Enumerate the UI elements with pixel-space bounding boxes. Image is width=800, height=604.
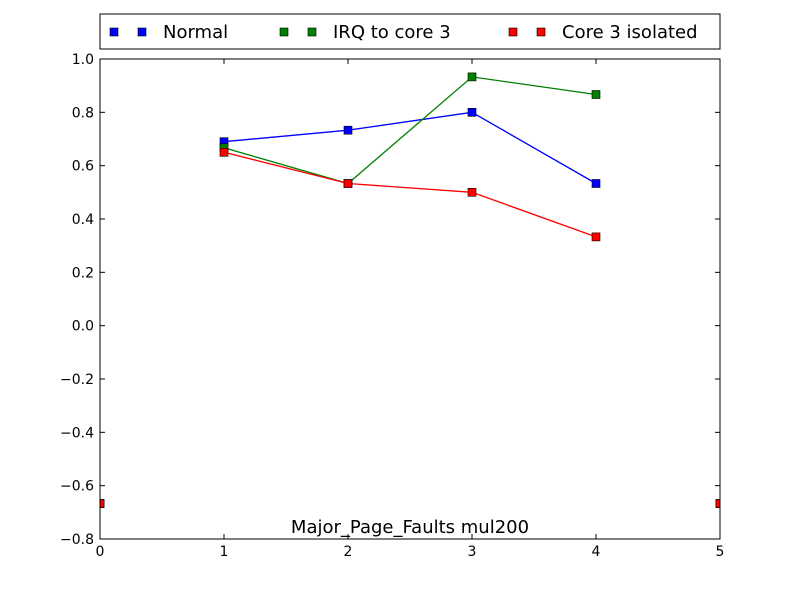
x-tick-label: 5 [716, 544, 725, 560]
data-point-2-1 [219, 148, 229, 157]
legend-marker-0-0 [109, 27, 119, 37]
data-point-2-0 [100, 499, 105, 508]
x-tick-label: 1 [220, 544, 229, 560]
y-tick-label: 0.2 [72, 265, 94, 281]
data-point-2-2 [343, 179, 353, 188]
data-point-0-4 [591, 179, 601, 188]
data-point-1-4 [591, 90, 601, 99]
data-point-0-2 [343, 125, 353, 135]
series-line-0 [223, 111, 597, 185]
data-point-2-5 [715, 499, 720, 508]
legend-marker-2-1 [536, 27, 546, 37]
x-tick-label: 3 [468, 544, 477, 560]
legend-box [99, 13, 721, 50]
legend-label: IRQ to core 3 [333, 22, 451, 43]
data-point-1-3 [467, 72, 477, 82]
series-line-2 [223, 151, 597, 238]
y-tick-label: 0.0 [72, 319, 94, 335]
y-tick-label: 0.6 [72, 159, 94, 175]
x-tick-label: 2 [344, 544, 353, 560]
y-tick-label: 0.4 [72, 212, 94, 228]
legend-label: Core 3 isolated [562, 22, 698, 43]
legend-marker-0-1 [137, 27, 147, 37]
plot-series-group [100, 72, 720, 508]
y-tick-label: 1.0 [72, 52, 94, 68]
series-line-1 [223, 76, 597, 185]
data-point-0-3 [467, 108, 477, 117]
legend-marker-1-1 [307, 27, 317, 37]
data-point-2-4 [591, 232, 601, 242]
plot-area [100, 59, 720, 539]
data-point-2-3 [467, 188, 477, 197]
x-tick-label: 4 [592, 544, 601, 560]
legend: Normal IRQ to core 3 Core 3 isolated [99, 13, 721, 50]
y-tick-label: −0.8 [60, 532, 94, 548]
chart-title: Major_Page_Faults mul200 [291, 517, 529, 538]
legend-marker-1-0 [279, 27, 289, 37]
y-tick-label: −0.2 [60, 372, 94, 388]
y-tick-label: 0.8 [72, 105, 94, 121]
legend-marker-2-0 [508, 27, 518, 37]
legend-label: Normal [163, 22, 228, 43]
x-tick-label: 0 [96, 544, 105, 560]
y-tick-label: −0.6 [60, 479, 94, 495]
y-tick-label: −0.4 [60, 425, 94, 441]
plot-frame [99, 58, 721, 540]
